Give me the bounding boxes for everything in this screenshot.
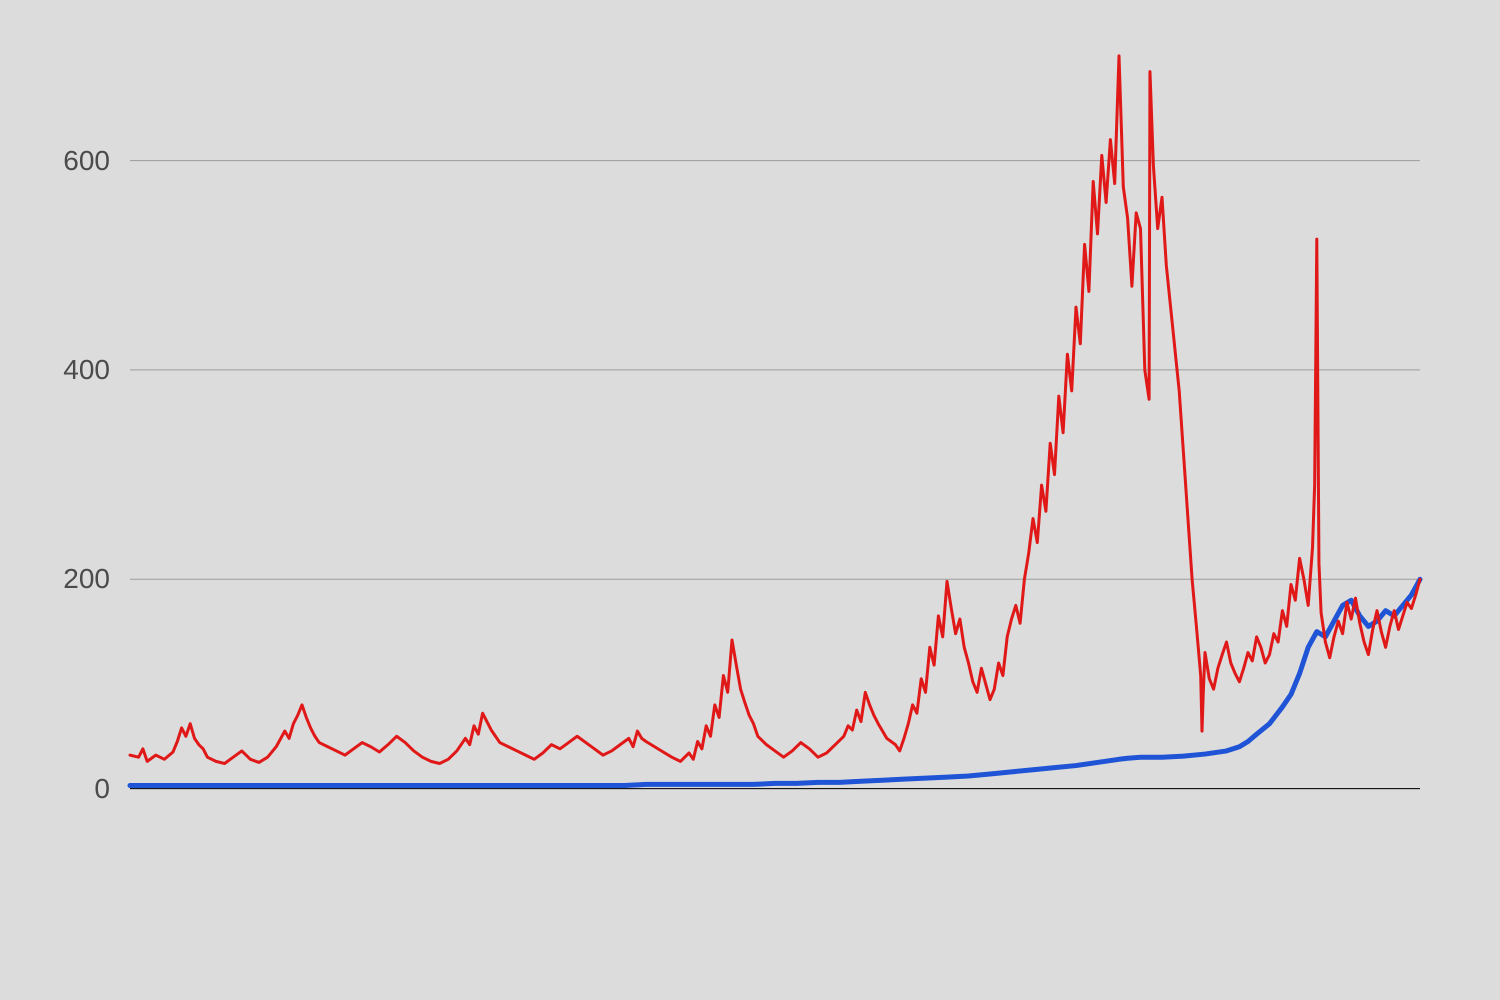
line-chart: 0 200 400 600 — [0, 0, 1500, 1000]
y-tick-label: 600 — [0, 145, 110, 177]
chart-canvas — [0, 0, 1500, 1000]
y-tick-label: 400 — [0, 354, 110, 386]
y-tick-label: 0 — [0, 773, 110, 805]
y-tick-label: 200 — [0, 563, 110, 595]
